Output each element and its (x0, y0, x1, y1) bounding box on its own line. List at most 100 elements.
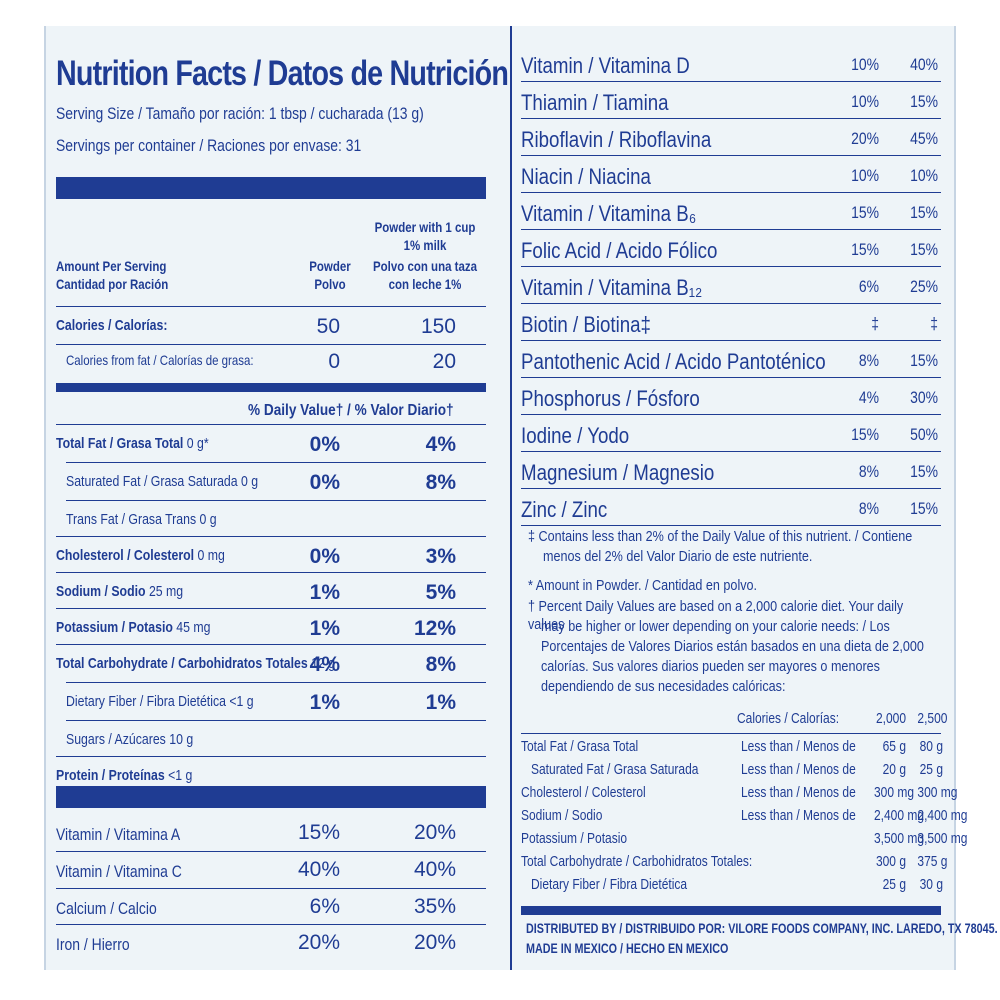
nutrient-dv-powder: 0% (309, 433, 340, 456)
nutrient-name: Potassium / Potasio 45 mg (56, 619, 211, 636)
vitamin-name: Pantothenic Acid / Acido Pantoténico (521, 349, 826, 374)
vitamin-dv-powder: 20% (851, 129, 879, 148)
rule (56, 536, 486, 537)
rule (521, 192, 941, 193)
rule (521, 377, 941, 378)
footnote-percent-5: dependiendo de sus necesidades calóricas… (541, 678, 786, 695)
nutrient-dv-powder: 1% (309, 581, 340, 604)
vitamin-dv-milk: 20% (413, 821, 456, 844)
vitamin-row: Zinc / Zinc 8% 15% (521, 489, 941, 526)
dv-header-2500: 2,500 (917, 710, 948, 727)
rule (56, 306, 486, 307)
rule (56, 344, 486, 345)
medium-bar (521, 906, 941, 915)
nutrient-name: Total Fat / Grasa Total 0 g* (56, 435, 209, 452)
vitamin-dv-milk: 15% (910, 240, 938, 259)
col-milk-header-1: Powder with 1 cup (374, 219, 476, 235)
vitamin-dv-powder: 8% (858, 351, 879, 370)
vitamin-name: Magnesium / Magnesio (521, 460, 715, 485)
vitamin-name: Vitamin / Vitamina B₆ (521, 201, 697, 226)
footnote-biotin-2: menos del 2% del Valor Diario de este nu… (543, 548, 813, 565)
nutrient-dv-powder: 0% (309, 471, 340, 494)
rule (56, 851, 486, 852)
servings-per-container: Servings per container / Raciones por en… (56, 136, 362, 155)
dv-header-2000: 2,000 (875, 710, 906, 727)
vitamin-dv-milk: 15% (910, 92, 938, 111)
vitamin-dv-milk: 10% (910, 166, 938, 185)
dv-2500: 300 mg (917, 784, 958, 801)
footnote-percent-1: † Percent Daily Values are based on a 2,… (528, 598, 904, 633)
dv-nutrient: Total Carbohydrate / Carbohidratos Total… (521, 853, 753, 870)
dv-table-row: Total Fat / Grasa Total Less than / Menos… (521, 738, 943, 760)
nutrient-name-bold: Total Fat / Grasa Total (56, 435, 184, 452)
dv-limit: Less than / Menos de (741, 761, 856, 778)
dv-nutrient: Total Fat / Grasa Total (521, 738, 639, 755)
dv-table-row: Potassium / Potasio 3,500 mg 3,500 mg (521, 830, 967, 852)
medium-bar (56, 383, 486, 392)
vitamin-row: Magnesium / Magnesio 8% 15% (521, 452, 941, 489)
footnote-percent-4: calorías. Sus valores diarios pueden ser… (541, 658, 880, 675)
dv-nutrient: Potassium / Potasio (521, 830, 628, 847)
dv-2000: 300 mg (874, 784, 915, 801)
footnote-percent-3: Porcentajes de Valores Diarios están bas… (541, 638, 924, 655)
dv-2000: 2,400 mg (874, 807, 925, 824)
nutrient-row: Sodium / Sodio 25 mg 1% 5% (56, 575, 486, 611)
rule (521, 303, 941, 304)
rule (66, 462, 486, 463)
vitamin-dv-powder: 6% (858, 277, 879, 296)
vitamin-dv-powder: 10% (851, 166, 879, 185)
rule (521, 488, 941, 489)
calories-fat-label: Calories from fat / Calorías de grasa: (66, 352, 254, 368)
vitamin-dv-powder: 8% (858, 462, 879, 481)
col-powder-header-es: Polvo (314, 276, 346, 292)
dv-limit: Less than / Menos de (741, 738, 856, 755)
vitamin-dv-milk: 30% (910, 388, 938, 407)
nutrient-name-bold: Cholesterol / Colesterol (56, 547, 195, 564)
vitamin-dv-powder: 15% (297, 821, 340, 844)
vitamin-row: Niacin / Niacina 10% 10% (521, 156, 941, 193)
calories-fat-row: Calories from fat / Calorías de grasa: 0… (56, 344, 486, 380)
vitamin-row: Vitamin / Vitamina A 15% 20% (56, 815, 486, 851)
vitamin-row: Pantothenic Acid / Acido Pantoténico 8% 15… (521, 341, 941, 378)
rule (56, 888, 486, 889)
col-milk-header-4: con leche 1% (388, 276, 462, 292)
rule (521, 266, 941, 267)
amount-per-serving: Amount Per Serving (56, 258, 167, 274)
vitamin-dv-milk: 15% (910, 351, 938, 370)
vitamin-dv-powder: 10% (851, 92, 879, 111)
rule (521, 414, 941, 415)
vitamin-name: Iron / Hierro (56, 935, 130, 954)
thick-bar (56, 786, 486, 808)
vitamin-row: Calcium / Calcio 6% 35% (56, 889, 486, 925)
rule (66, 720, 486, 721)
rule (56, 924, 486, 925)
vitamin-dv-milk: 50% (910, 425, 938, 444)
calories-fat-powder: 0 (328, 350, 340, 373)
nutrient-name: Trans Fat / Grasa Trans 0 g (66, 511, 217, 528)
vitamin-name: Zinc / Zinc (521, 497, 608, 522)
nutrient-name: Saturated Fat / Grasa Saturada 0 g (66, 473, 259, 490)
dv-2000: 65 g (882, 738, 906, 755)
rule (56, 608, 486, 609)
rule (56, 644, 486, 645)
nutrient-name: Protein / Proteínas <1 g (56, 767, 193, 784)
vitamin-row: Vitamin / Vitamina C 40% 40% (56, 852, 486, 888)
dv-2500: 80 g (919, 738, 943, 755)
dv-table-row: Dietary Fiber / Fibra Dietética 25 g 30 g (521, 876, 943, 898)
vitamin-dv-milk: 25% (910, 277, 938, 296)
nutrient-name: Total Carbohydrate / Carbohidratos Total… (56, 655, 336, 672)
dv-2000: 3,500 mg (874, 830, 925, 847)
dv-limit: Less than / Menos de (741, 784, 856, 801)
col-milk-header-2: 1% milk (403, 237, 447, 253)
cantidad-por-racion: Cantidad por Ración (56, 276, 169, 292)
nutrient-dv-milk: 8% (425, 653, 456, 676)
calories-fat-milk: 20 (432, 350, 456, 373)
vitamin-name: Folic Acid / Acido Fólico (521, 238, 718, 263)
footnote-percent-2: may be higher or lower depending on your… (541, 618, 890, 635)
dv-header-label: Calories / Calorías: (737, 710, 840, 727)
vitamin-row: Vitamin / Vitamina B₆ 15% 15% (521, 193, 941, 230)
dv-nutrient: Cholesterol / Colesterol (521, 784, 646, 801)
vitamin-dv-powder: 15% (851, 240, 879, 259)
dv-limit: Less than / Menos de (741, 807, 856, 824)
column-divider (510, 26, 512, 970)
